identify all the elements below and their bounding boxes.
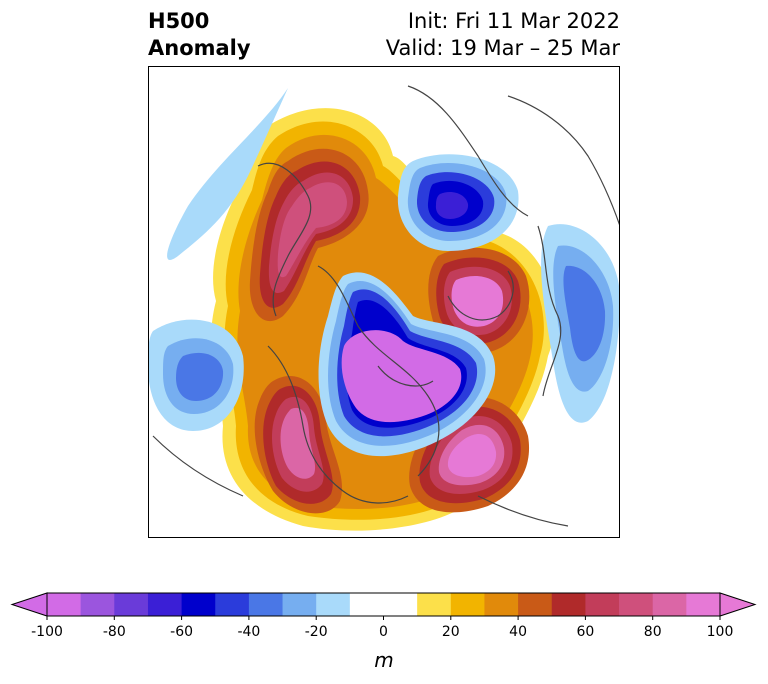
colorbar-cell xyxy=(248,593,283,616)
colorbar-tick-label: 60 xyxy=(576,624,594,640)
colorbar-cell xyxy=(518,593,553,616)
colorbar-tick-label: -40 xyxy=(237,624,260,640)
chart-title-right: Init: Fri 11 Mar 2022 Valid: 19 Mar – 25… xyxy=(386,8,620,62)
valid-range: Valid: 19 Mar – 25 Mar xyxy=(385,36,620,60)
colorbar-tick-label: -60 xyxy=(170,624,193,640)
colorbar-cell xyxy=(316,593,351,616)
colorbar-cell xyxy=(652,593,687,616)
coastlines xyxy=(152,85,620,527)
colorbar-unit-label: m xyxy=(374,648,393,672)
colorbar-tick-label: -80 xyxy=(103,624,126,640)
init-date: Init: Fri 11 Mar 2022 xyxy=(407,9,620,33)
colorbar-tick-label: -20 xyxy=(305,624,328,640)
pacific-negative-arc xyxy=(167,88,288,260)
map-border xyxy=(148,66,620,538)
colorbar-cell xyxy=(450,593,485,616)
colorbar-ticks: -100 -80 -60 -40 -20 0 20 40 60 80 100 xyxy=(31,616,733,640)
chart-title-left: H500 Anomaly xyxy=(148,8,251,62)
colorbar-cell xyxy=(686,593,721,616)
colorbar-cell xyxy=(417,593,452,616)
colorbar-cell xyxy=(349,593,384,616)
colorbar-cell xyxy=(484,593,519,616)
colorbar-cell xyxy=(585,593,620,616)
anomaly-map xyxy=(148,66,620,538)
colorbar-tick-label: -100 xyxy=(31,624,63,640)
colorbar-extend-low xyxy=(10,592,48,617)
title-variable: H500 xyxy=(148,9,210,33)
colorbar-cell xyxy=(551,593,586,616)
colorbar-cell xyxy=(215,593,250,616)
colorbar-tick-label: 80 xyxy=(644,624,662,640)
colorbar-tick-label: 20 xyxy=(442,624,460,640)
colorbar-cell xyxy=(47,593,82,616)
colorbar-tick-label: 100 xyxy=(707,624,734,640)
anomaly-contours xyxy=(148,66,620,538)
colorbar-extend-high xyxy=(719,592,757,617)
colorbar-cell xyxy=(181,593,216,616)
colorbar: -100 -80 -60 -40 -20 0 20 40 60 80 100 m xyxy=(10,592,757,672)
colorbar-cell xyxy=(282,593,317,616)
colorbar-cell xyxy=(80,593,115,616)
colorbar-cell xyxy=(383,593,418,616)
colorbar-cell xyxy=(619,593,654,616)
colorbar-cell xyxy=(114,593,149,616)
colorbar-cells xyxy=(47,593,721,616)
title-field: Anomaly xyxy=(148,36,251,60)
colorbar-tick-label: 0 xyxy=(379,624,388,640)
colorbar-tick-label: 40 xyxy=(509,624,527,640)
colorbar-cell xyxy=(147,593,182,616)
